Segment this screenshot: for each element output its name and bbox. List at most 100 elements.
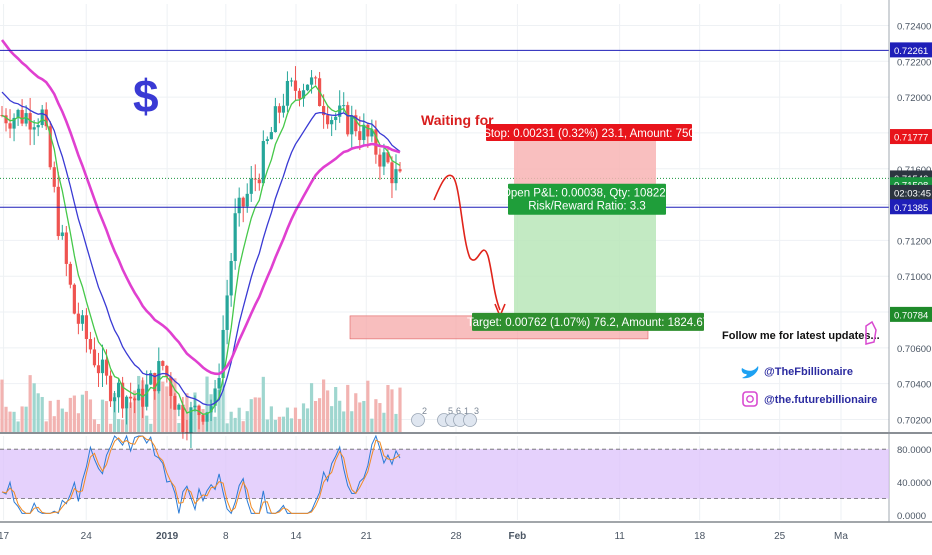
volume-bar (88, 399, 93, 432)
price-label: 0.71777 (894, 133, 928, 144)
annotation-text: Waiting for (421, 112, 494, 128)
candle-body (133, 398, 137, 401)
candle-body (285, 80, 290, 106)
volume-bar (269, 406, 273, 432)
volume-bar (153, 381, 157, 432)
volume-bar (374, 399, 378, 432)
candle-body (229, 261, 233, 296)
candle-body (330, 120, 334, 125)
volume-bar (16, 421, 20, 432)
candle-body (173, 395, 177, 410)
event-badge-icon (411, 413, 425, 427)
oscillator-tick-label: 40.0000 (897, 478, 931, 489)
candle-body (237, 197, 241, 214)
volume-bar (354, 393, 358, 432)
candle-body (76, 313, 80, 324)
volume-bar (350, 411, 354, 432)
volume-bar (44, 421, 48, 432)
volume-bar (193, 392, 197, 432)
twitter-handle: @TheFbillionaire (764, 366, 853, 378)
volume-bar (322, 379, 326, 432)
stoch-d-line (1, 435, 401, 514)
candle-body (149, 372, 153, 385)
candle-body (137, 388, 141, 401)
time-tick-label: 24 (81, 531, 93, 542)
volume-bar (245, 411, 249, 432)
volume-bar (293, 407, 298, 432)
volume-bar (309, 383, 314, 432)
candle-body (88, 339, 93, 350)
volume-bar (253, 397, 257, 432)
candle-body (374, 129, 378, 155)
price-label: 0.70784 (894, 310, 928, 321)
event-badge-icon (463, 413, 477, 427)
volume-bar (358, 402, 362, 432)
volume-bar (334, 387, 338, 432)
price-tick-label: 0.70200 (897, 415, 931, 426)
candle-body (386, 152, 390, 163)
candle-body (362, 124, 366, 141)
ema-mid-line (1, 91, 401, 406)
candle-body (277, 106, 281, 113)
candle-body (358, 131, 362, 141)
volume-bar (76, 413, 80, 432)
volume-bar (362, 400, 366, 432)
candle-body (205, 412, 209, 422)
oscillator-tick-label: 0.0000 (897, 511, 926, 522)
candle-body (153, 372, 157, 392)
candle-body (390, 162, 394, 184)
price-label: 0.72261 (894, 46, 928, 57)
volume-bar (40, 396, 44, 432)
candle-body (305, 84, 310, 91)
candle-body (108, 375, 113, 402)
volume-bar (52, 416, 56, 432)
volume-bar (317, 398, 322, 432)
volume-bar (100, 399, 105, 432)
price-tick-label: 0.71200 (897, 236, 931, 247)
twitter-icon (741, 366, 759, 379)
time-tick-label: 18 (694, 531, 706, 542)
candle-body (165, 365, 169, 377)
volume-bar (169, 395, 173, 432)
time-tick-label: 2019 (156, 531, 179, 542)
candle-body (338, 105, 342, 117)
candle-body (281, 105, 286, 113)
candle-body (221, 329, 225, 378)
volume-bar (313, 400, 318, 432)
pnl-label-box (508, 183, 666, 215)
candle-body (112, 397, 117, 402)
price-tick-label: 0.71600 (897, 165, 931, 176)
candle-body (40, 109, 44, 126)
volume-bar (241, 421, 245, 432)
volume-bar (165, 386, 169, 432)
volume-bar (48, 400, 52, 432)
candle-body (121, 382, 125, 409)
candle-body (157, 361, 161, 392)
volume-bar (157, 374, 161, 432)
candle-body (378, 154, 382, 167)
target-zone (514, 207, 656, 315)
candle-body (68, 263, 72, 285)
candle-body (48, 126, 52, 168)
candle-body (181, 404, 185, 433)
candle-body (309, 77, 314, 85)
volume-bar (116, 419, 121, 432)
volume-bar (301, 403, 306, 432)
follow-text: Follow me for latest updates... (722, 330, 880, 342)
volume-bar (60, 408, 64, 432)
volume-bar (72, 395, 76, 432)
projection-path (433, 174, 501, 311)
candle-body (241, 197, 245, 207)
volume-bar (217, 389, 221, 432)
time-tick-label: 11 (614, 531, 625, 542)
price-tick-label: 0.70600 (897, 344, 931, 355)
time-tick-label: 21 (361, 531, 373, 542)
target-label: Target: 0.00762 (1.07%) 76.2, Amount: 18… (467, 317, 709, 329)
candle-body (64, 232, 68, 264)
volume-bar (370, 418, 374, 432)
volume-bar (0, 379, 4, 432)
time-tick-label: 28 (450, 531, 462, 542)
candle-body (342, 105, 346, 107)
time-tick-label: 17 (0, 531, 10, 542)
